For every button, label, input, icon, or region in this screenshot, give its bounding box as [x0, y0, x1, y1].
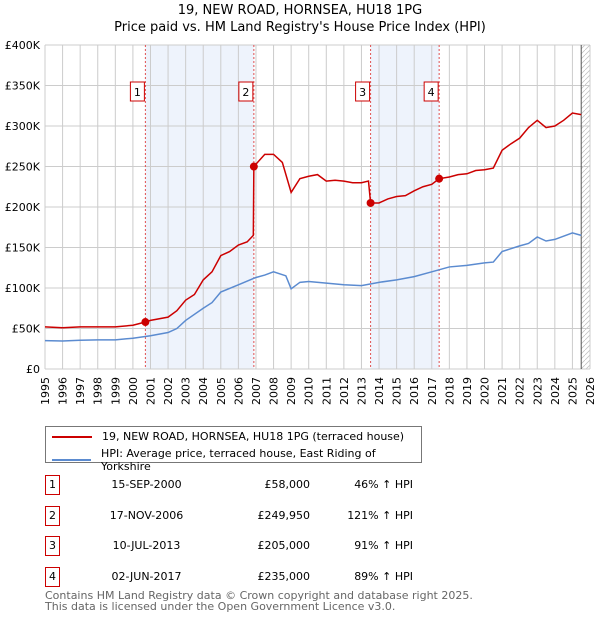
hpi-line [44, 232, 582, 342]
x-tick-label: 1999 [109, 377, 122, 405]
sale-marker-box [238, 81, 254, 102]
plot-area: 1995 1996 1997 1998 1999 2000 2001 2002 2003 2004… [5, 39, 597, 405]
sale-hpi-change: 91% ↑ HPI [354, 539, 413, 552]
sale-marker-box [423, 81, 439, 102]
y-tick-label: £350K [5, 80, 41, 93]
y-tick-label: £300K [5, 120, 41, 133]
legend-label: 19, NEW ROAD, HORNSEA, HU18 1PG (terrace… [102, 430, 405, 443]
legend: 19, NEW ROAD, HORNSEA, HU18 1PG (terrace… [45, 426, 422, 473]
sale-row: 4 02-JUN-2017 £235,000 89% ↑ HPI [45, 566, 445, 587]
y-tick-label: £250K [5, 161, 41, 174]
x-tick-label: 2011 [320, 377, 333, 405]
sale-row: 1 15-SEP-2000 £58,000 46% ↑ HPI [45, 475, 445, 495]
sale-date: 02-JUN-2017 [111, 569, 182, 583]
x-tick-label: 1996 [57, 377, 70, 405]
footer: Contains HM Land Registry data © Crown c… [45, 590, 473, 612]
y-tick-label: £50K [12, 323, 41, 336]
x-tick-label: 2018 [443, 377, 456, 405]
sale-price: £249,950 [257, 508, 311, 522]
sale-date: 15-SEP-2000 [111, 478, 182, 491]
legend-label: HPI: Average price, terraced house, East… [101, 447, 376, 473]
x-tick-label: 2012 [338, 377, 351, 405]
y-tick-label: £0 [26, 363, 40, 376]
x-tick-label: 2010 [303, 377, 316, 405]
price-line [44, 112, 582, 329]
sale-point [249, 162, 258, 171]
x-tick-label: 2021 [496, 377, 509, 405]
x-tick-label: 2013 [355, 377, 368, 405]
sale-point [366, 198, 375, 207]
sale-hpi-change: 46% ↑ HPI [354, 478, 413, 491]
x-tick-label: 2001 [144, 377, 157, 405]
sale-date: 10-JUL-2013 [112, 539, 181, 552]
x-tick-label: 2007 [250, 377, 263, 405]
x-tick-label: 2019 [461, 377, 474, 405]
x-tick-label: 2002 [162, 377, 175, 405]
sale-marker-label: 1 [134, 86, 141, 99]
x-tick-label: 2009 [285, 377, 298, 405]
legend-swatch [52, 435, 92, 438]
sale-marker-label: 1 [45, 475, 60, 495]
sale-marker-box [355, 81, 371, 102]
x-tick-label: 1997 [74, 377, 87, 405]
sale-price: £235,000 [257, 569, 311, 583]
y-tick-label: £400K [5, 39, 41, 52]
x-tick-label: 2022 [514, 377, 527, 405]
chart-title: 19, NEW ROAD, HORNSEA, HU18 1PG [177, 3, 423, 18]
y-tick-label: £200K [5, 201, 41, 214]
y-tick-label: £100K [5, 282, 41, 295]
y-tick-label: £150K [5, 242, 41, 255]
sale-marker-label: 4 [428, 86, 435, 99]
sale-point [141, 318, 150, 327]
x-tick-label: 2015 [391, 377, 404, 405]
sale-marker-label: 2 [242, 86, 249, 99]
sale-marker-label: 3 [359, 86, 366, 99]
legend-item-property: 19, NEW ROAD, HORNSEA, HU18 1PG (terrace… [52, 430, 404, 443]
x-tick-label: 2005 [215, 377, 228, 405]
sale-row: 2 17-NOV-2006 £249,950 121% ↑ HPI [45, 505, 445, 526]
footer-line: Contains HM Land Registry data © Crown c… [45, 589, 473, 602]
sale-marker-box [129, 81, 145, 102]
sale-point [435, 174, 444, 183]
x-tick-label: 2016 [408, 377, 421, 405]
x-tick-label: 2000 [127, 377, 140, 405]
x-tick-label: 2023 [531, 377, 544, 405]
sale-marker-label: 2 [45, 505, 60, 526]
x-tick-label: 1995 [39, 377, 52, 405]
x-tick-label: 2008 [268, 377, 281, 405]
sale-hpi-change: 89% ↑ HPI [354, 569, 413, 583]
legend-item-hpi: HPI: Average price, terraced house, East… [52, 447, 421, 473]
sale-hpi-change: 121% ↑ HPI [347, 508, 413, 522]
x-tick-label: 2014 [373, 377, 386, 405]
x-tick-label: 2017 [426, 377, 439, 405]
sale-price: £58,000 [264, 478, 311, 491]
x-tick-label: 2024 [549, 377, 562, 405]
sale-row: 3 10-JUL-2013 £205,000 91% ↑ HPI [45, 536, 445, 556]
x-tick-label: 2020 [479, 377, 492, 405]
x-tick-label: 2004 [197, 377, 210, 405]
chart-subtitle: Price paid vs. HM Land Registry's House … [114, 20, 486, 35]
sale-price: £205,000 [257, 539, 311, 552]
x-tick-label: 1998 [92, 377, 105, 405]
sale-marker-label: 4 [45, 566, 60, 587]
x-tick-label: 2006 [232, 377, 245, 405]
legend-swatch [52, 459, 92, 461]
sale-date: 17-NOV-2006 [109, 508, 184, 522]
sale-marker-label: 3 [45, 536, 60, 556]
x-tick-label: 2025 [566, 377, 579, 405]
x-tick-label: 2026 [584, 377, 597, 405]
footer-line: This data is licensed under the Open Gov… [45, 600, 396, 613]
x-tick-label: 2003 [180, 377, 193, 405]
